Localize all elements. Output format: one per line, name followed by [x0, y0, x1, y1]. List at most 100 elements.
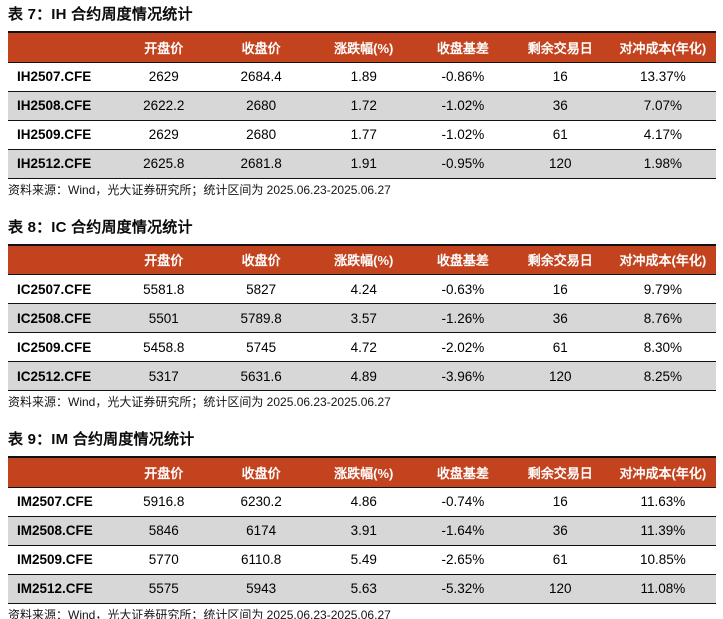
- value-cell: 5458.8: [143, 339, 185, 355]
- column-header: 对冲成本(年化): [619, 465, 707, 481]
- column-header: 收盘基差: [436, 40, 489, 56]
- table-row: IH2512.CFE 2625.8 2681.8 1.91 -0.95% 120 1.98%: [8, 149, 716, 178]
- value-cell: 4.24: [350, 281, 377, 297]
- value-cell: -5.32%: [441, 581, 485, 596]
- value-cell: 4.17%: [643, 127, 683, 142]
- contract-name-cell: IM2507.CFE: [17, 494, 93, 509]
- value-cell: 61: [552, 339, 568, 355]
- contract-name-cell: IC2508.CFE: [17, 310, 92, 326]
- table-section-ic: 表 8：IC 合约周度情况统计 开盘价 收盘价 涨跌幅(%) 收盘基差 剩余交易日 对冲成…: [8, 218, 716, 411]
- value-cell: 1.98%: [643, 156, 683, 171]
- value-cell: 5916.8: [143, 494, 185, 509]
- table-row: IC2508.CFE 5501 5789.8 3.57 -1.26% 36 8.76%: [8, 303, 716, 333]
- contract-name-cell: IC2512.CFE: [17, 368, 92, 384]
- table-row: IM2508.CFE 5846 6174 3.91 -1.64% 36 11.39%: [8, 516, 716, 545]
- column-header: 收盘价: [241, 253, 281, 269]
- table-section-ih: 表 7：IH 合约周度情况统计 开盘价 收盘价 涨跌幅(%) 收盘基差 剩余交易日 对冲成…: [8, 5, 716, 198]
- value-cell: 3.91: [350, 523, 377, 538]
- column-header: 收盘基差: [436, 465, 489, 481]
- value-cell: 5827: [246, 281, 277, 297]
- column-header: 剩余交易日: [527, 40, 593, 56]
- value-cell: 5631.6: [240, 368, 282, 384]
- table-header: 开盘价 收盘价 涨跌幅(%) 收盘基差 剩余交易日 对冲成本(年化): [8, 457, 716, 487]
- value-cell: 120: [548, 368, 572, 384]
- contract-name-cell: IH2512.CFE: [17, 156, 92, 171]
- contract-name-cell: IM2508.CFE: [17, 523, 93, 538]
- value-cell: -1.02%: [441, 127, 485, 142]
- value-cell: 5770: [148, 552, 179, 567]
- column-header: 涨跌幅(%): [334, 465, 394, 481]
- table-body: IH2507.CFE 2629 2684.4 1.89 -0.86% 16 13.37% IH…: [8, 62, 716, 178]
- value-cell: 13.37%: [639, 69, 686, 84]
- column-header: 剩余交易日: [527, 465, 593, 481]
- contract-name-cell: IH2508.CFE: [17, 98, 92, 113]
- column-header: 剩余交易日: [527, 253, 593, 269]
- value-cell: 2629: [148, 69, 179, 84]
- value-cell: -2.02%: [441, 339, 485, 355]
- contract-name-cell: IH2509.CFE: [17, 127, 92, 142]
- value-cell: -0.74%: [441, 494, 485, 509]
- value-cell: 36: [552, 98, 568, 113]
- table-row: IC2509.CFE 5458.8 5745 4.72 -2.02% 61 8.30%: [8, 333, 716, 362]
- value-cell: 1.72: [350, 98, 377, 113]
- value-cell: 8.76%: [643, 310, 683, 326]
- table-row: IH2508.CFE 2622.2 2680 1.72 -1.02% 36 7.07%: [8, 91, 716, 120]
- table-body: IC2507.CFE 5581.8 5827 4.24 -0.63% 16 9.79% IC2…: [8, 275, 716, 391]
- header-row: 开盘价 收盘价 涨跌幅(%) 收盘基差 剩余交易日 对冲成本(年化): [8, 457, 716, 487]
- source-note: 资料来源：Wind，光大证券研究所；统计区间为 2025.06.23-2025.…: [8, 395, 391, 409]
- value-cell: 36: [552, 310, 568, 326]
- value-cell: 5789.8: [240, 310, 282, 326]
- contract-name-cell: IC2507.CFE: [17, 281, 92, 297]
- value-cell: 11.39%: [640, 523, 686, 538]
- value-cell: 8.30%: [643, 339, 683, 355]
- value-cell: 61: [552, 127, 568, 142]
- table-row: IC2507.CFE 5581.8 5827 4.24 -0.63% 16 9.79%: [8, 275, 716, 304]
- value-cell: -3.96%: [441, 368, 485, 384]
- value-cell: 6174: [246, 523, 277, 538]
- contract-name-cell: IH2507.CFE: [17, 69, 92, 84]
- column-header: 对冲成本(年化): [619, 40, 707, 56]
- im-stats-table: 开盘价 收盘价 涨跌幅(%) 收盘基差 剩余交易日 对冲成本(年化) IM2507.CFE…: [8, 456, 716, 604]
- value-cell: -1.02%: [441, 98, 485, 113]
- value-cell: 1.89: [350, 69, 377, 84]
- column-header: 对冲成本(年化): [619, 253, 707, 269]
- column-header: 开盘价: [144, 40, 184, 56]
- column-header: 涨跌幅(%): [334, 40, 394, 56]
- value-cell: 5575: [148, 581, 179, 596]
- table-row: IH2507.CFE 2629 2684.4 1.89 -0.86% 16 13.37%: [8, 62, 716, 91]
- value-cell: -2.65%: [441, 552, 485, 567]
- table-row: IH2509.CFE 2629 2680 1.77 -1.02% 61 4.17%: [8, 120, 716, 149]
- value-cell: 9.79%: [643, 281, 683, 297]
- column-header: 涨跌幅(%): [334, 253, 394, 269]
- table-section-im: 表 9：IM 合约周度情况统计 开盘价 收盘价 涨跌幅(%) 收盘基差 剩余交易日 对冲成…: [8, 430, 716, 619]
- value-cell: 16: [552, 494, 568, 509]
- value-cell: 5745: [246, 339, 277, 355]
- contract-name-cell: IM2512.CFE: [17, 581, 93, 596]
- value-cell: 5.49: [350, 552, 377, 567]
- table-header: 开盘价 收盘价 涨跌幅(%) 收盘基差 剩余交易日 对冲成本(年化): [8, 32, 716, 62]
- header-row: 开盘价 收盘价 涨跌幅(%) 收盘基差 剩余交易日 对冲成本(年化): [8, 32, 716, 62]
- value-cell: 120: [548, 156, 572, 171]
- value-cell: 11.08%: [640, 581, 686, 596]
- value-cell: 36: [552, 523, 568, 538]
- table-title: 表 8：IC 合约周度情况统计: [8, 218, 193, 236]
- header-row: 开盘价 收盘价 涨跌幅(%) 收盘基差 剩余交易日 对冲成本(年化): [8, 244, 716, 275]
- value-cell: 5581.8: [143, 281, 185, 297]
- source-note: 资料来源：Wind，光大证券研究所；统计区间为 2025.06.23-2025.…: [8, 182, 391, 197]
- value-cell: 5317: [148, 368, 179, 384]
- value-cell: 6110.8: [240, 552, 282, 567]
- column-header: 收盘价: [241, 40, 281, 56]
- value-cell: 1.91: [350, 156, 377, 171]
- value-cell: 5.63: [350, 581, 377, 596]
- contract-name-cell: IM2509.CFE: [17, 552, 93, 567]
- ic-stats-table: 开盘价 收盘价 涨跌幅(%) 收盘基差 剩余交易日 对冲成本(年化) IC2507.CFE…: [8, 243, 716, 392]
- value-cell: 10.85%: [639, 552, 686, 567]
- contract-column-header: [8, 457, 118, 487]
- column-header: 开盘价: [144, 465, 184, 481]
- value-cell: 2625.8: [143, 156, 185, 171]
- table-title: 表 7：IH 合约周度情况统计: [8, 6, 193, 23]
- table-header: 开盘价 收盘价 涨跌幅(%) 收盘基差 剩余交易日 对冲成本(年化): [8, 244, 716, 275]
- value-cell: 2680: [246, 98, 277, 113]
- value-cell: 2680: [246, 127, 277, 142]
